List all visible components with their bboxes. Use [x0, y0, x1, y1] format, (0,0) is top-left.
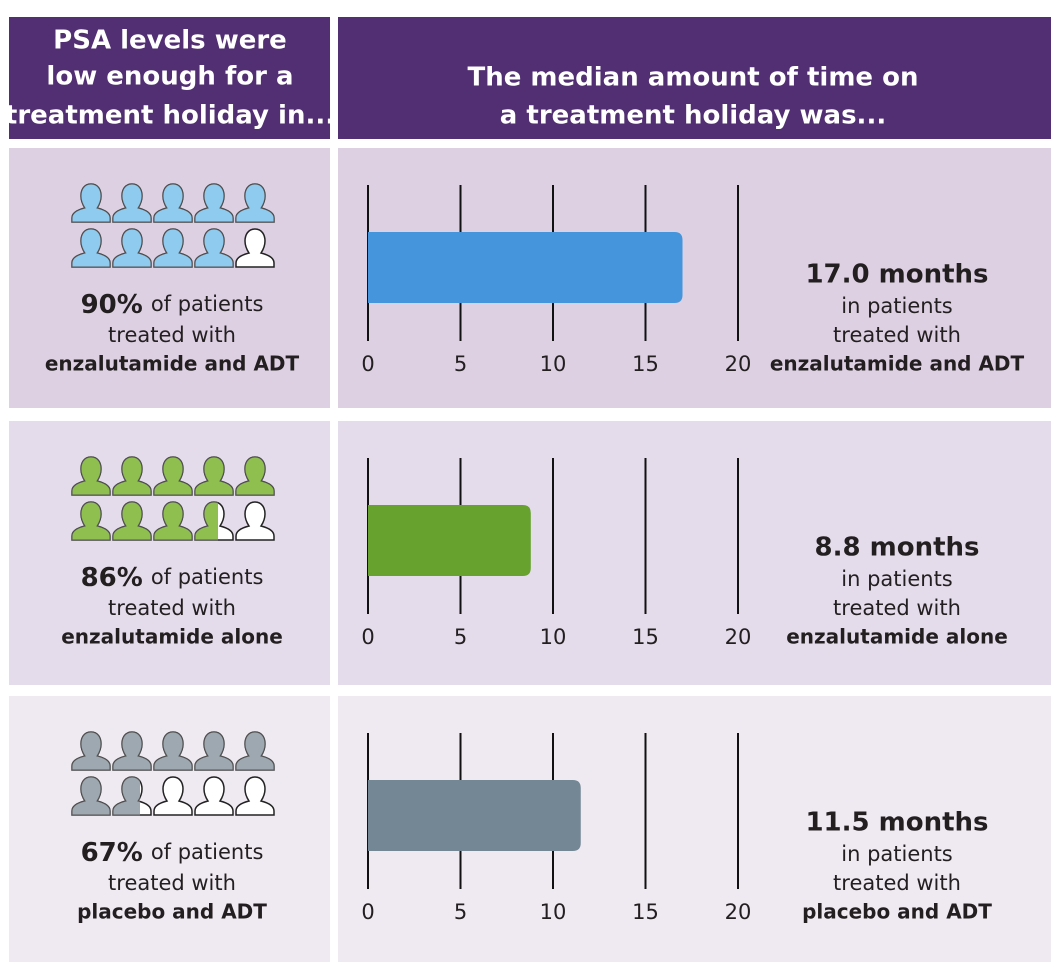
- group-name: enzalutamide alone: [786, 625, 1008, 649]
- person-icon-outline: [235, 501, 275, 541]
- treated-with: treated with: [108, 871, 236, 895]
- person-icon: [153, 183, 193, 223]
- header-right: The median amount of time on: [467, 63, 918, 93]
- in-patients: in patients: [841, 567, 953, 591]
- percent-line: 67% of patients: [81, 838, 264, 868]
- person-icon-outline: [235, 776, 275, 816]
- person-icon: [71, 776, 111, 816]
- person-icon: [112, 501, 152, 541]
- person-icon: [153, 456, 193, 496]
- person-icon: [153, 501, 193, 541]
- person-icon-outline: [194, 776, 234, 816]
- group-name: enzalutamide and ADT: [770, 352, 1025, 376]
- percent: 86%: [81, 563, 143, 593]
- x-tick-label: 0: [361, 900, 374, 924]
- x-tick-label: 10: [540, 625, 567, 649]
- x-tick-label: 0: [361, 625, 374, 649]
- header-left-bg: [9, 17, 330, 139]
- person-icon: [71, 731, 111, 771]
- x-tick-label: 15: [632, 900, 659, 924]
- person-icon: [153, 731, 193, 771]
- x-tick-label: 5: [454, 900, 467, 924]
- x-tick-label: 15: [632, 352, 659, 376]
- x-tick-label: 15: [632, 625, 659, 649]
- person-icon: [112, 228, 152, 268]
- person-icon: [235, 183, 275, 223]
- group-name: placebo and ADT: [802, 900, 992, 924]
- x-tick-label: 20: [725, 900, 752, 924]
- x-tick-label: 20: [725, 352, 752, 376]
- person-icon: [71, 228, 111, 268]
- group-name: enzalutamide alone: [61, 625, 283, 649]
- x-tick-label: 10: [540, 900, 567, 924]
- in-patients: in patients: [841, 842, 953, 866]
- percent-line: 86% of patients: [81, 563, 264, 593]
- treated-with: treated with: [833, 596, 961, 620]
- bar: [368, 505, 531, 576]
- person-icon: [112, 183, 152, 223]
- person-icon-outline: [235, 228, 275, 268]
- percent-suffix: of patients: [151, 840, 264, 864]
- x-tick-label: 10: [540, 352, 567, 376]
- percent-suffix: of patients: [151, 292, 264, 316]
- treated-with: treated with: [833, 871, 961, 895]
- x-tick-label: 5: [454, 352, 467, 376]
- treated-with: treated with: [108, 596, 236, 620]
- person-icon: [71, 501, 111, 541]
- in-patients: in patients: [841, 294, 953, 318]
- treated-with: treated with: [833, 323, 961, 347]
- header-left: PSA levels were: [53, 26, 287, 56]
- bar: [368, 232, 683, 303]
- header-left: treatment holiday in...: [5, 101, 335, 131]
- header-left: low enough for a: [46, 62, 293, 92]
- person-icon: [235, 731, 275, 771]
- person-icon: [71, 183, 111, 223]
- person-icon: [194, 501, 218, 541]
- person-icon: [194, 731, 234, 771]
- percent: 67%: [81, 838, 143, 868]
- group-name: placebo and ADT: [77, 900, 267, 924]
- treated-with: treated with: [108, 323, 236, 347]
- person-icon: [235, 456, 275, 496]
- person-icon: [112, 731, 152, 771]
- header-right-bg: [338, 17, 1051, 139]
- x-tick-label: 5: [454, 625, 467, 649]
- person-icon: [71, 456, 111, 496]
- person-icon: [112, 776, 140, 816]
- value-label: 17.0 months: [805, 260, 988, 290]
- percent: 90%: [81, 290, 143, 320]
- x-tick-label: 20: [725, 625, 752, 649]
- person-icon-outline: [153, 776, 193, 816]
- person-icon: [194, 183, 234, 223]
- person-icon: [153, 228, 193, 268]
- group-name: enzalutamide and ADT: [45, 352, 300, 376]
- person-icon: [194, 456, 234, 496]
- value-label: 11.5 months: [805, 808, 988, 838]
- person-icon: [194, 228, 234, 268]
- bar: [368, 780, 581, 851]
- person-icon: [112, 456, 152, 496]
- header-right: a treatment holiday was...: [500, 101, 886, 131]
- value-label: 8.8 months: [815, 533, 980, 563]
- x-tick-label: 0: [361, 352, 374, 376]
- percent-line: 90% of patients: [81, 290, 264, 320]
- percent-suffix: of patients: [151, 565, 264, 589]
